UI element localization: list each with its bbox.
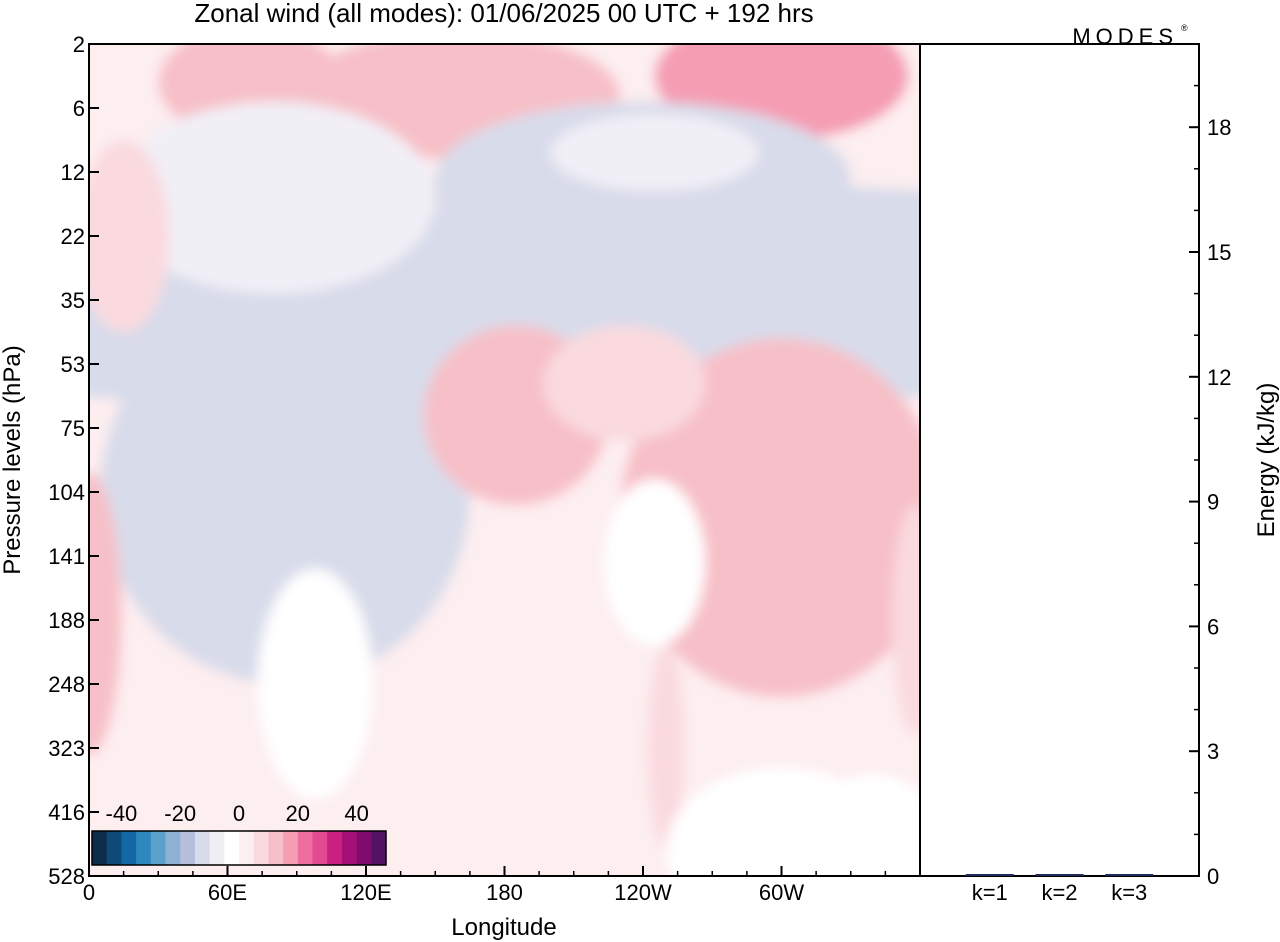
colorbar-swatch-6 bbox=[180, 831, 196, 865]
wind-region-6 bbox=[112, 101, 436, 294]
y-tick-label-6: 75 bbox=[61, 416, 85, 441]
energy-bar-label-0: k=1 bbox=[972, 880, 1008, 905]
wind-region-17 bbox=[892, 504, 920, 736]
energy-bar-k=2 bbox=[1035, 874, 1084, 876]
colorbar-swatch-1 bbox=[106, 831, 122, 865]
colorbar-swatch-17 bbox=[341, 831, 358, 865]
colorbar-swatch-5 bbox=[165, 831, 181, 865]
modes-logo: MODES bbox=[1072, 24, 1178, 49]
colorbar-label-3: 20 bbox=[286, 801, 310, 826]
y-tick-label-9: 188 bbox=[48, 608, 85, 633]
y-tick-label-13: 528 bbox=[48, 864, 85, 889]
energy-axis-label: Energy (kJ/kg) bbox=[1253, 383, 1280, 538]
colorbar-swatch-13 bbox=[283, 831, 299, 865]
colorbar-label-0: -40 bbox=[106, 801, 138, 826]
energy-bar-label-1: k=2 bbox=[1041, 880, 1077, 905]
heatmap-regions bbox=[89, 44, 920, 876]
y-tick-label-4: 35 bbox=[61, 288, 85, 313]
y-tick-label-12: 416 bbox=[48, 800, 85, 825]
colorbar-swatch-7 bbox=[194, 831, 211, 865]
y-axis-label: Pressure levels (hPa) bbox=[0, 345, 26, 574]
energy-tick-label-0: 0 bbox=[1207, 864, 1219, 889]
x-tick-label-2: 120E bbox=[340, 880, 391, 905]
wind-region-15 bbox=[603, 479, 706, 646]
energy-bar-k=1 bbox=[965, 874, 1014, 876]
wind-region-11 bbox=[220, 453, 350, 569]
wind-region-9 bbox=[89, 140, 170, 332]
y-tick-label-7: 104 bbox=[48, 480, 85, 505]
y-axis: 2 6 12 22 35 53 75 104 141 188 248 323 416 528 bbox=[48, 32, 99, 889]
chart-title: Zonal wind (all modes): 01/06/2025 00 UT… bbox=[194, 0, 813, 28]
colorbar-swatch-3 bbox=[136, 831, 152, 865]
x-tick-label-0: 0 bbox=[83, 880, 95, 905]
x-tick-label-3: 180 bbox=[486, 880, 523, 905]
y-tick-label-11: 323 bbox=[48, 736, 85, 761]
energy-bars: k=1 k=2 k=3 bbox=[965, 874, 1154, 905]
energy-tick-label-5: 15 bbox=[1207, 240, 1231, 265]
colorbar-swatch-19 bbox=[371, 831, 387, 865]
y-tick-label-8: 141 bbox=[48, 544, 85, 569]
colorbar-label-2: 0 bbox=[233, 801, 245, 826]
colorbar-swatch-16 bbox=[327, 831, 343, 865]
wind-region-18 bbox=[647, 645, 685, 851]
colorbar-frame bbox=[91, 830, 387, 866]
y-tick-label-5: 53 bbox=[61, 352, 85, 377]
colorbar: -40 -20 0 20 40 bbox=[91, 801, 387, 866]
colorbar-label-1: -20 bbox=[164, 801, 196, 826]
wind-region-20 bbox=[804, 773, 920, 876]
x-tick-label-4: 120W bbox=[614, 880, 672, 905]
colorbar-swatch-18 bbox=[356, 831, 372, 865]
y-tick-label-0: 2 bbox=[73, 32, 85, 57]
colorbar-swatch-10 bbox=[239, 831, 255, 865]
colorbar-swatch-12 bbox=[268, 831, 284, 865]
x-tick-label-5: 60W bbox=[759, 880, 804, 905]
right-plot-frame bbox=[919, 43, 1200, 877]
y-tick-label-3: 22 bbox=[61, 224, 85, 249]
wind-region-8 bbox=[550, 114, 759, 192]
colorbar-swatch-11 bbox=[253, 831, 269, 865]
wind-heatmap bbox=[89, 44, 920, 876]
x-tick-label-1: 60E bbox=[208, 880, 247, 905]
wind-region-14 bbox=[543, 325, 706, 441]
colorbar-label-4: 40 bbox=[344, 801, 368, 826]
colorbar-swatch-14 bbox=[297, 831, 313, 865]
energy-tick-label-1: 3 bbox=[1207, 739, 1219, 764]
colorbar-swatch-0 bbox=[92, 831, 108, 865]
colorbar-swatch-15 bbox=[312, 831, 328, 865]
energy-tick-label-3: 9 bbox=[1207, 490, 1219, 515]
x-axis: 0 60E 120E 180 120W 60W bbox=[83, 866, 887, 905]
colorbar-swatch-9 bbox=[224, 831, 240, 865]
energy-tick-label-2: 6 bbox=[1207, 614, 1219, 639]
energy-axis: 0 3 6 9 12 15 18 bbox=[1189, 43, 1231, 889]
colorbar-swatch-4 bbox=[150, 831, 166, 865]
colorbar-swatch-8 bbox=[209, 831, 225, 865]
wind-region-21 bbox=[257, 568, 373, 800]
colorbar-swatch-2 bbox=[121, 831, 137, 865]
energy-bar-label-2: k=3 bbox=[1111, 880, 1147, 905]
energy-tick-label-4: 12 bbox=[1207, 365, 1231, 390]
y-tick-label-2: 12 bbox=[61, 160, 85, 185]
y-tick-label-1: 6 bbox=[73, 96, 85, 121]
energy-bar-k=3 bbox=[1105, 874, 1154, 876]
energy-tick-label-6: 18 bbox=[1207, 115, 1231, 140]
x-axis-label: Longitude bbox=[451, 914, 556, 941]
logo-registered-mark: ® bbox=[1181, 23, 1188, 33]
y-tick-label-10: 248 bbox=[48, 672, 85, 697]
